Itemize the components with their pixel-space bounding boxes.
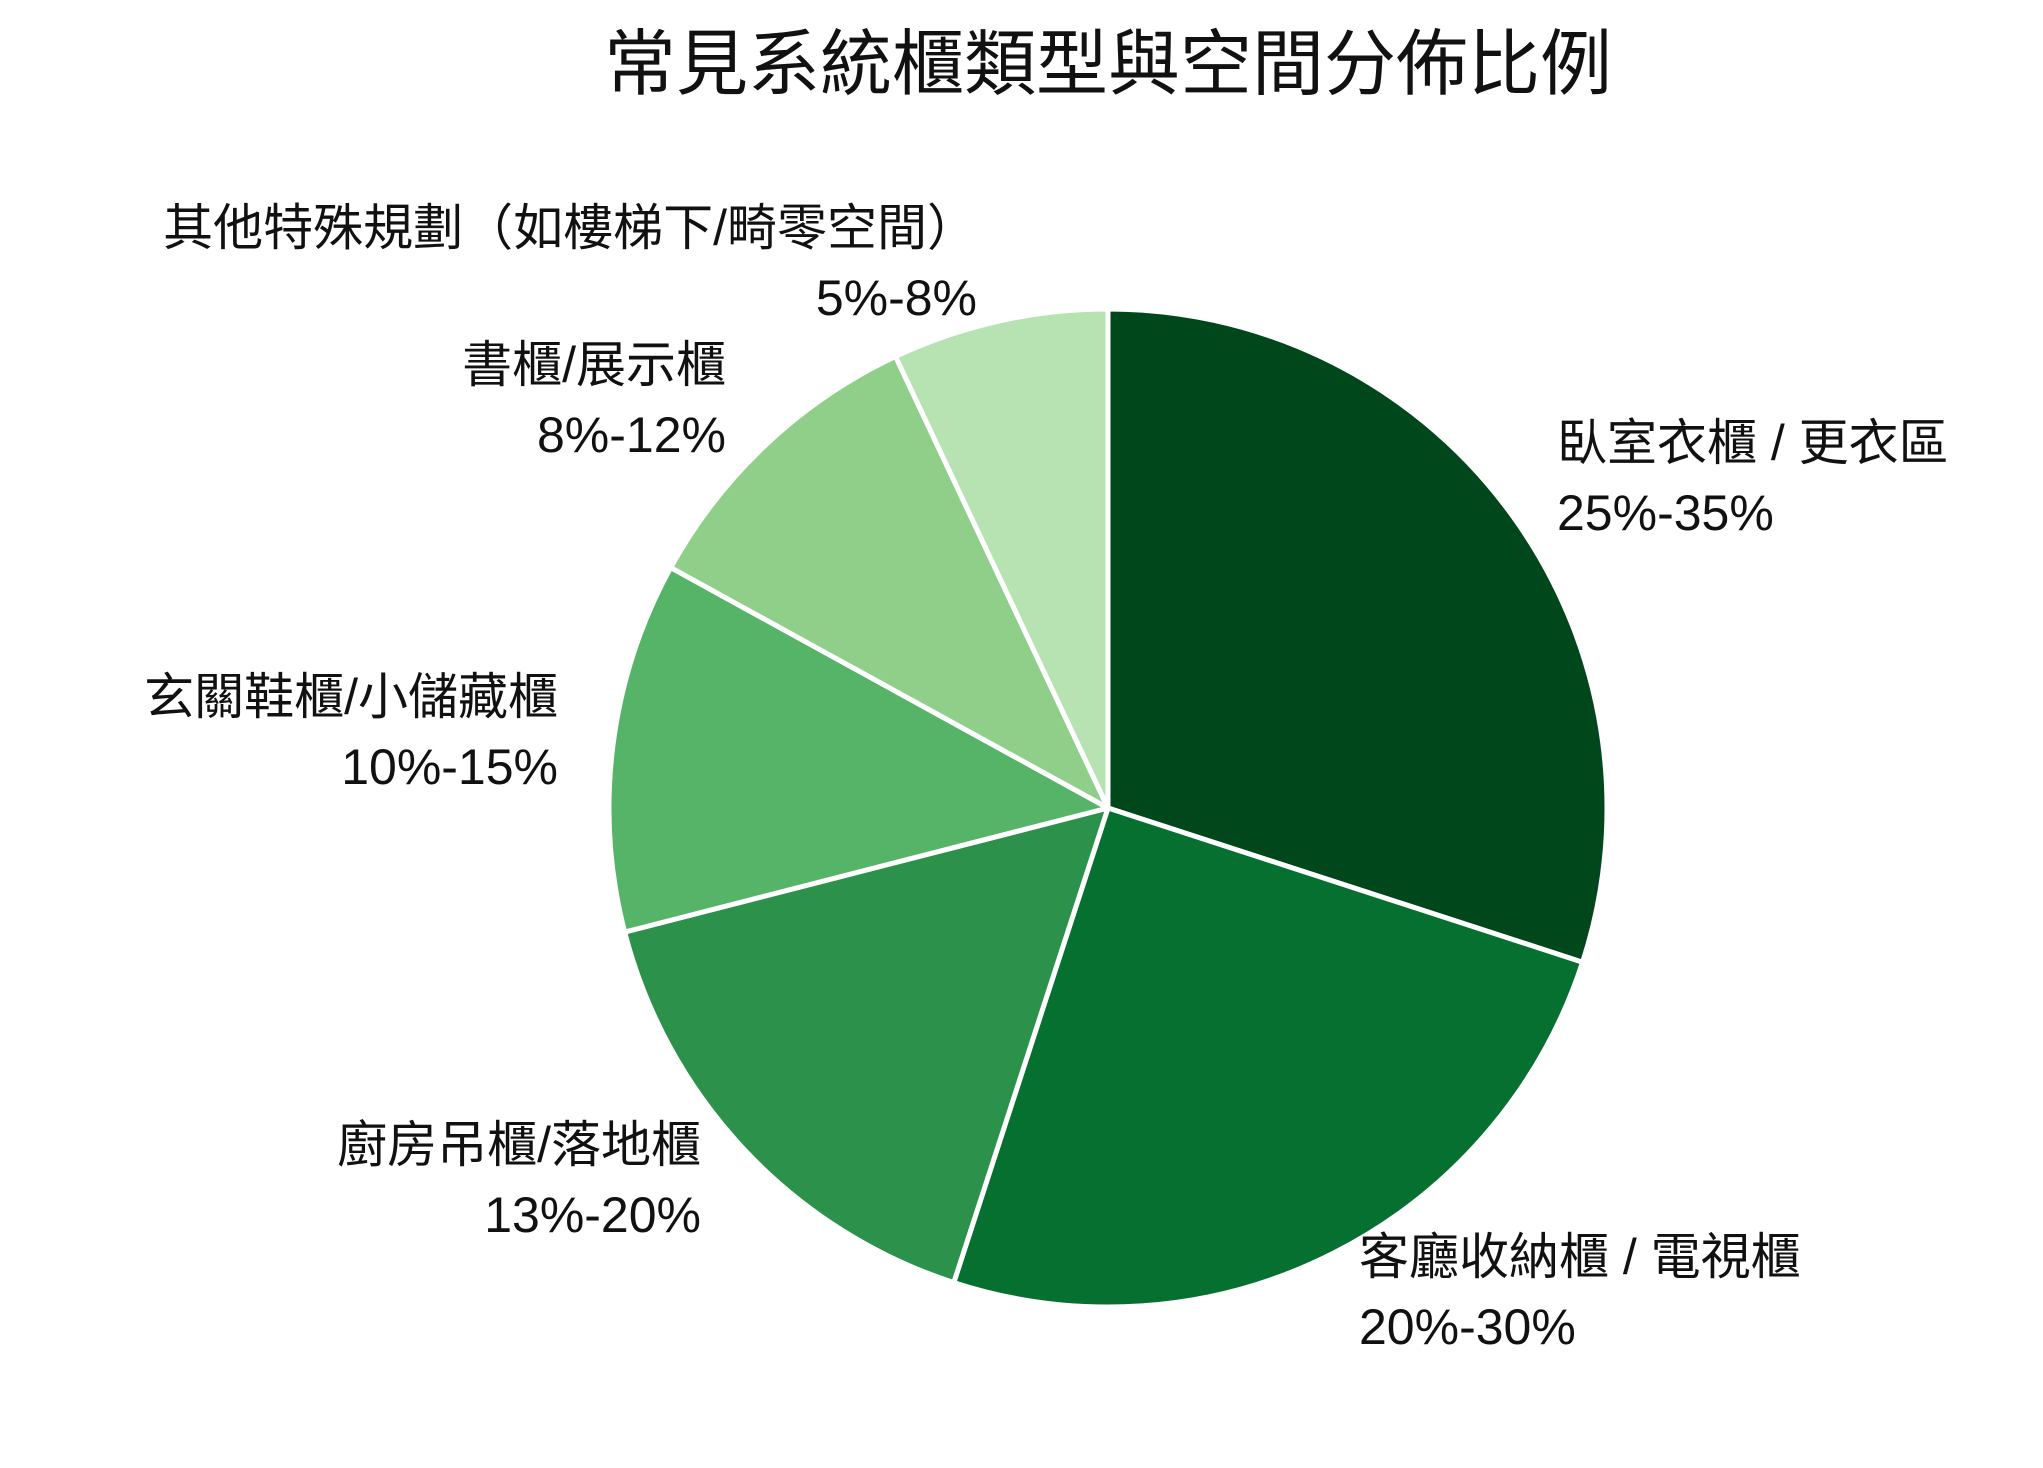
- value-label: 10%-15%: [341, 739, 558, 795]
- value-label: 13%-20%: [484, 1187, 701, 1243]
- value-label: 20%-30%: [1359, 1299, 1576, 1355]
- pie-slice: [622, 805, 1111, 1286]
- slice-label: 其他特殊規劃（如樓梯下/畸零空間）: [163, 200, 977, 256]
- pie-slice: [893, 306, 1111, 811]
- value-label: 8%-12%: [537, 407, 726, 463]
- pie-slice: [951, 805, 1586, 1310]
- value-label: 25%-35%: [1557, 485, 1774, 541]
- pie-slice: [668, 353, 1111, 811]
- slice-label: 書櫃/展示櫃: [462, 337, 726, 393]
- slice-label: 玄關鞋櫃/小儲藏櫃: [144, 669, 558, 725]
- slice-label: 客廳收納櫃 / 電視櫃: [1359, 1229, 1801, 1285]
- pie-slice: [606, 565, 1111, 935]
- value-label: 5%-8%: [816, 270, 977, 326]
- slice-label: 廚房吊櫃/落地櫃: [337, 1117, 701, 1173]
- chart-title: 常見系統櫃類型與空間分佈比例: [604, 25, 1612, 105]
- slice-label: 臥室衣櫃 / 更衣區: [1557, 415, 1949, 471]
- pie-slice: [1105, 306, 1610, 965]
